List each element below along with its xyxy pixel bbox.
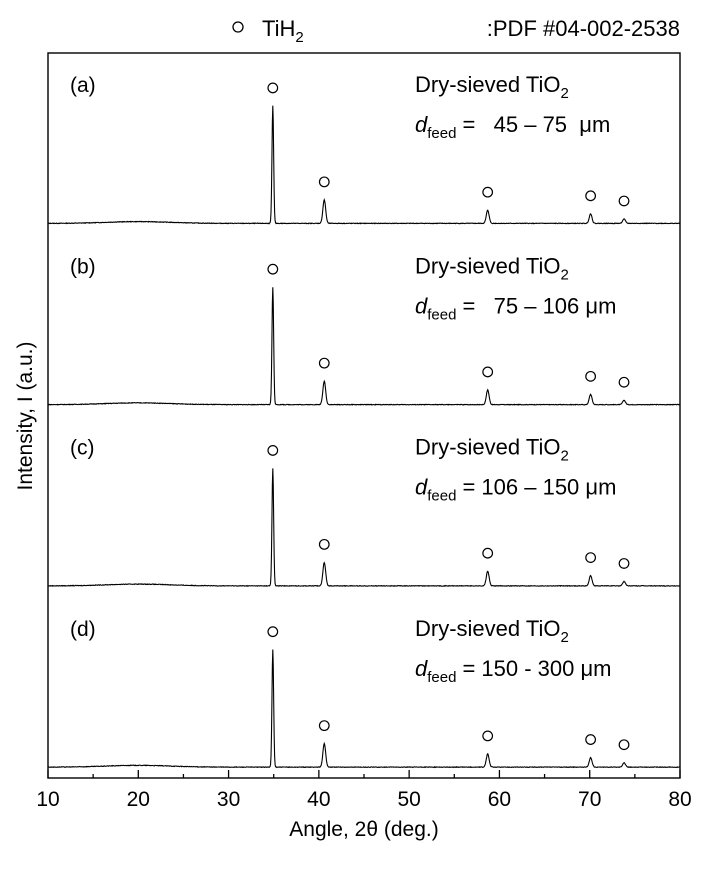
x-tick-label: 20: [127, 788, 150, 811]
x-tick-label: 60: [488, 788, 511, 811]
panel-tag: (a): [70, 74, 96, 97]
peak-marker-icon: [618, 376, 630, 388]
peak-marker-icon: [585, 552, 597, 563]
legend-pdf-ref: :PDF #04-002-2538: [487, 16, 680, 41]
peak-marker-icon: [318, 538, 330, 550]
peak-marker-icon: [318, 720, 330, 732]
peak-marker-icon: [267, 445, 279, 456]
peak-marker-icon: [482, 547, 494, 559]
panel-tag: (d): [70, 618, 96, 641]
panel-3: (c) Dry-sieved TiO2 dfeed = 106 – 150 μm: [47, 435, 681, 587]
panels: (a) Dry-sieved TiO2 dfeed = 45 – 75 μm (b) Dr…: [47, 72, 681, 769]
panel-4: (d) Dry-sieved TiO2 dfeed = 150 - 300 μm: [47, 616, 681, 769]
peak-marker-icon: [618, 558, 630, 569]
panel-1: (a) Dry-sieved TiO2 dfeed = 45 – 75 μm: [47, 72, 681, 225]
x-tick-label: 50: [397, 788, 420, 811]
panel-tag: (b): [70, 255, 96, 278]
series-line: [47, 468, 681, 587]
panel-2: (b) Dry-sieved TiO2 dfeed = 75 – 106 μm: [47, 253, 681, 406]
legend-marker-icon: [232, 21, 244, 33]
x-axis: 10 20 30 40 50 60 70 80: [36, 770, 692, 811]
series-line: [47, 287, 681, 406]
peak-marker-icon: [585, 190, 597, 202]
panel-tag: (c): [70, 437, 95, 460]
panel-feed-range: dfeed = 75 – 106 μm: [415, 293, 616, 323]
peak-marker-icon: [482, 730, 494, 742]
panel-title: Dry-sieved TiO2: [415, 253, 569, 283]
peak-marker-icon: [482, 186, 494, 198]
panel-feed-range: dfeed = 106 – 150 μm: [415, 475, 616, 505]
legend-label: TiH2: [262, 16, 304, 46]
peak-marker-icon: [618, 739, 630, 751]
peak-marker-icon: [585, 370, 597, 382]
peak-marker-icon: [618, 195, 630, 207]
y-axis-label: Intensity, I (a.u.): [14, 342, 37, 491]
panel-title: Dry-sieved TiO2: [415, 616, 569, 646]
peak-marker-icon: [482, 366, 494, 378]
series-line: [47, 105, 681, 225]
peak-marker-icon: [267, 626, 279, 638]
panel-title: Dry-sieved TiO2: [415, 435, 569, 465]
panel-feed-range: dfeed = 150 - 300 μm: [415, 656, 612, 686]
panel-title: Dry-sieved TiO2: [415, 72, 569, 102]
series-line: [47, 649, 681, 769]
peak-marker-icon: [267, 263, 279, 275]
peak-marker-icon: [267, 82, 279, 94]
x-tick-label: 10: [36, 788, 59, 811]
peak-marker-icon: [318, 357, 330, 369]
peak-marker-icon: [585, 734, 597, 745]
x-tick-label: 80: [668, 788, 691, 811]
x-axis-label: Angle, 2θ (deg.): [289, 818, 438, 841]
legend: TiH2 :PDF #04-002-2538: [232, 16, 680, 46]
peak-marker-icon: [318, 176, 330, 188]
panel-feed-range: dfeed = 45 – 75 μm: [415, 112, 610, 142]
x-tick-label: 40: [307, 788, 330, 811]
x-tick-label: 30: [217, 788, 240, 811]
x-tick-label: 70: [578, 788, 601, 811]
